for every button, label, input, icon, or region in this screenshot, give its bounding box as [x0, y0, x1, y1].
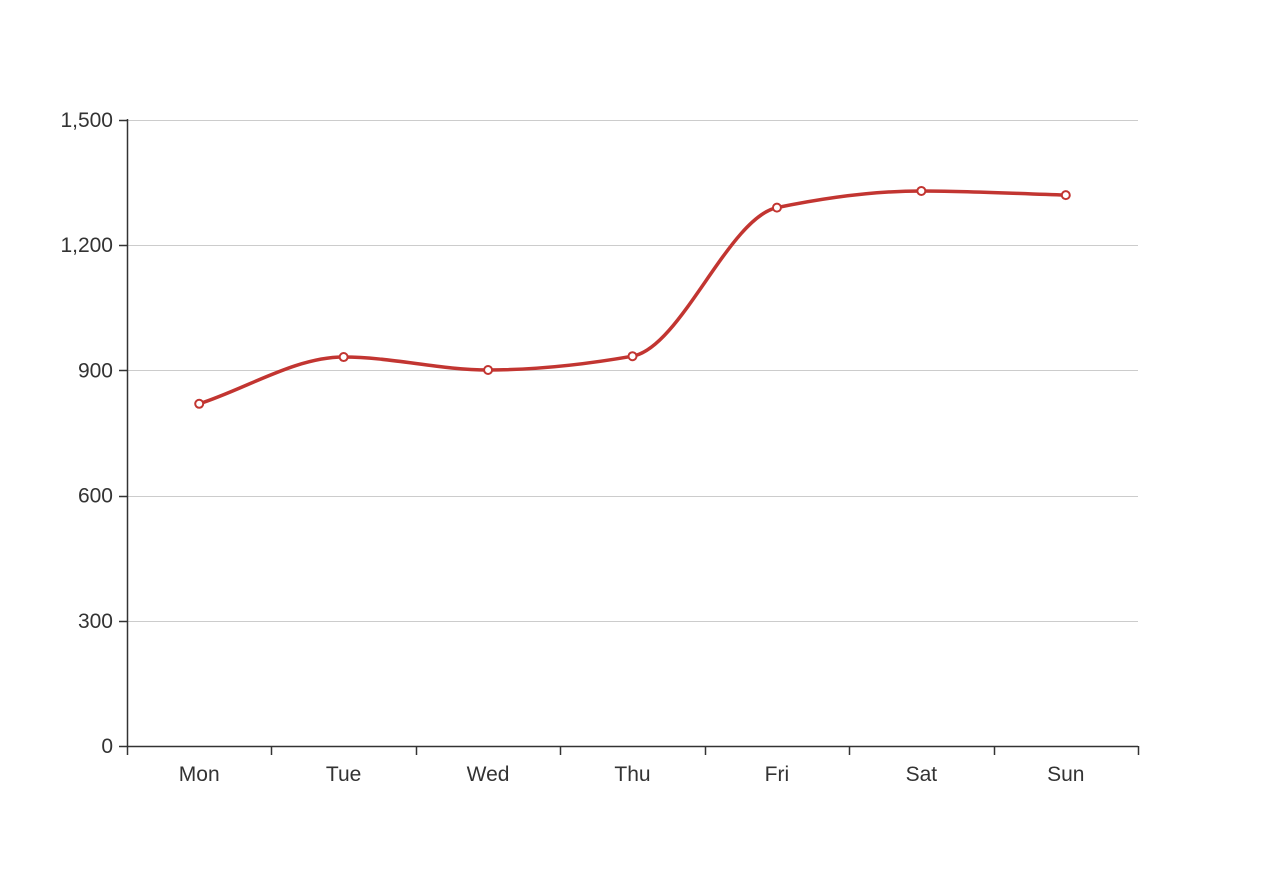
y-tick-label: 300: [78, 610, 113, 633]
data-point: [483, 364, 494, 375]
y-tick-label: 1,200: [60, 234, 113, 257]
data-point: [916, 185, 927, 196]
x-tick-label: Tue: [326, 763, 361, 786]
x-tick-label: Fri: [765, 763, 790, 786]
data-point: [771, 202, 782, 213]
series-line: [197, 189, 1068, 406]
y-tick-label: 0: [101, 735, 113, 758]
x-tick-label: Sun: [1047, 763, 1084, 786]
y-tick-label: 1,500: [60, 109, 113, 132]
axes: [119, 119, 1140, 755]
data-point: [1060, 190, 1071, 201]
y-tick-label: 600: [78, 485, 113, 508]
y-tick-label: 900: [78, 359, 113, 382]
data-point: [627, 351, 638, 362]
grid-lines: [127, 120, 1138, 622]
series: [197, 189, 1068, 406]
x-tick-label: Thu: [614, 763, 650, 786]
data-point: [194, 398, 205, 409]
x-tick-label: Sat: [906, 763, 938, 786]
data-point: [338, 352, 349, 363]
x-tick-label: Wed: [467, 763, 510, 786]
y-axis-tick-labels: 0 300 600 900 1,200 1,500: [60, 109, 113, 758]
x-axis-tick-labels: Mon Tue Wed Thu Fri Sat Sun: [179, 763, 1085, 786]
x-tick-label: Mon: [179, 763, 220, 786]
data-points: [194, 185, 1071, 409]
